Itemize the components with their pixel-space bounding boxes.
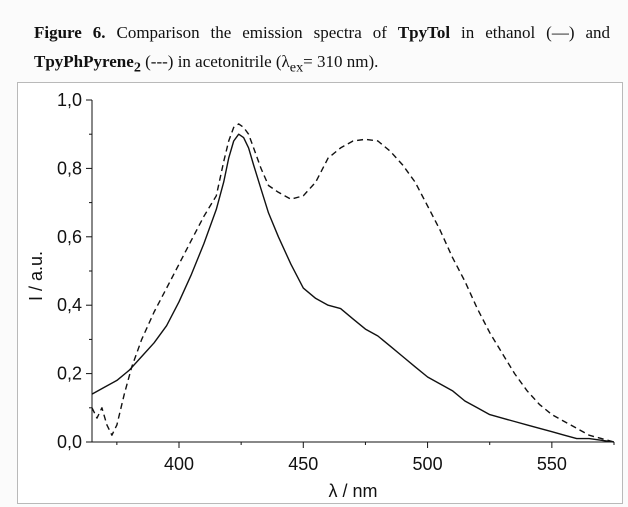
y-tick-label: 0,6 [57,227,82,247]
x-tick-label: 500 [413,454,443,474]
y-tick-label: 0,2 [57,364,82,384]
y-tick-label: 0,4 [57,295,82,315]
x-tick-label: 450 [288,454,318,474]
compound-2-name: TpyPhPyrene2 [34,52,141,75]
x-tick-label: 400 [164,454,194,474]
x-tick-label: 550 [537,454,567,474]
series-line-tpyphpyrene2 [91,123,615,443]
compound-1-name: TpyTol [397,23,451,42]
x-axis-title: λ / nm [328,481,377,501]
y-axis-title: I / a.u. [26,251,46,301]
y-tick-label: 1,0 [57,90,82,110]
x-ticks: 400 450 500 550 [116,442,615,474]
figure-frame [17,82,623,504]
y-ticks: 0,0 0,2 0,4 0,6 0,8 1,0 [57,90,92,452]
chart-series [91,123,615,443]
caption-text-4: = 310 nm). [303,52,379,71]
y-tick-label: 0,0 [57,432,82,452]
figure-caption: Figure 6. Comparison the emission spectr… [34,18,610,82]
series-line-tpytol [91,133,615,443]
compound-2-subscript: 2 [133,59,141,76]
caption-text-2: in ethanol (—) and [450,23,610,42]
figure-label: Figure 6. [34,23,106,42]
chart-axes [91,100,614,443]
caption-text-1: Comparison the emission spectra of [105,23,398,42]
compound-2-base: TpyPhPyrene [34,52,134,71]
y-tick-label: 0,8 [57,158,82,178]
caption-text-3: (---) in acetonitrile (λ [140,52,290,71]
lambda-subscript: ex [289,59,304,76]
